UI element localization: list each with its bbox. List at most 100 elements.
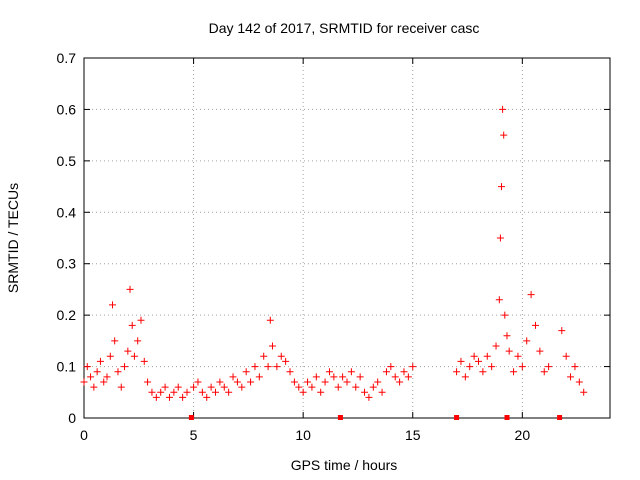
data-point (216, 378, 224, 386)
data-point (500, 131, 508, 139)
data-point (220, 383, 228, 391)
x-tick-label: 10 (295, 427, 311, 443)
data-point (571, 363, 579, 371)
data-point (161, 383, 169, 391)
data-point (290, 378, 298, 386)
data-point (251, 363, 259, 371)
data-point (286, 368, 294, 376)
data-point (90, 383, 98, 391)
data-point (179, 393, 187, 401)
data-point (106, 352, 114, 360)
data-point (470, 352, 478, 360)
data-point (325, 368, 333, 376)
data-point (152, 393, 160, 401)
data-point (518, 363, 526, 371)
data-point (378, 388, 386, 396)
x-axis-label: GPS time / hours (291, 457, 398, 473)
data-point (567, 373, 575, 381)
data-point (260, 352, 268, 360)
data-point (203, 393, 211, 401)
data-point (498, 183, 506, 191)
data-point (400, 368, 408, 376)
x-tick-label: 20 (515, 427, 531, 443)
data-point (382, 368, 390, 376)
data-point (330, 373, 338, 381)
data-point (343, 378, 351, 386)
data-point (242, 368, 250, 376)
data-point (137, 316, 145, 324)
data-point (334, 383, 342, 391)
data-point (409, 363, 417, 371)
data-point (183, 388, 191, 396)
data-point (466, 363, 474, 371)
data-point (198, 388, 206, 396)
data-point (194, 378, 202, 386)
data-point (312, 373, 320, 381)
data-points (80, 105, 588, 401)
data-point (369, 383, 377, 391)
y-tick-label: 0.7 (57, 50, 77, 66)
data-point (562, 352, 570, 360)
data-point (339, 373, 347, 381)
data-point (321, 378, 329, 386)
data-point (238, 383, 246, 391)
data-point (255, 373, 263, 381)
data-point (93, 368, 101, 376)
gap-marker (337, 415, 343, 420)
data-point (503, 332, 511, 340)
data-point (299, 388, 307, 396)
data-point (495, 296, 503, 304)
data-point (483, 352, 491, 360)
data-point (510, 368, 518, 376)
y-tick-label: 0.1 (57, 359, 77, 375)
data-point (268, 342, 276, 350)
data-point (356, 373, 364, 381)
y-tick-label: 0.6 (57, 101, 77, 117)
data-point (126, 285, 134, 293)
data-point (207, 383, 215, 391)
data-point (282, 357, 290, 365)
data-point (352, 383, 360, 391)
data-point (121, 363, 129, 371)
data-point (365, 393, 373, 401)
data-point (575, 378, 583, 386)
data-point (492, 342, 500, 350)
data-point (496, 234, 504, 242)
data-point (96, 357, 104, 365)
data-point (100, 378, 108, 386)
data-point (148, 388, 156, 396)
axis-ticks: 0 0.1 0.2 0.3 0.4 0.5 0.6 0.7 0 5 10 15 20 (57, 50, 610, 443)
data-point (264, 363, 272, 371)
data-point (144, 378, 152, 386)
data-point (527, 291, 535, 299)
gap-marker (454, 415, 460, 420)
data-point (479, 368, 487, 376)
data-point (308, 383, 316, 391)
data-point (108, 301, 116, 309)
data-point (128, 321, 136, 329)
data-point (396, 378, 404, 386)
data-point (387, 363, 395, 371)
x-tick-label: 5 (190, 427, 198, 443)
data-point (536, 347, 544, 355)
data-point (212, 388, 219, 396)
y-tick-label: 0.2 (57, 307, 77, 323)
y-tick-label: 0.5 (57, 153, 77, 169)
data-point (374, 378, 382, 386)
y-axis-label: SRMTID / TECUs (5, 183, 21, 293)
grid-lines (84, 58, 610, 418)
data-point (225, 388, 233, 396)
y-tick-label: 0.4 (57, 204, 77, 220)
data-point (391, 373, 399, 381)
data-point (488, 363, 496, 371)
gap-marker (557, 415, 563, 420)
data-point (475, 357, 482, 365)
data-point (499, 105, 507, 113)
y-tick-label: 0.3 (57, 256, 77, 272)
data-point (229, 373, 237, 381)
chart-title: Day 142 of 2017, SRMTID for receiver cas… (209, 20, 480, 36)
data-point (111, 337, 119, 345)
data-point (317, 388, 325, 396)
data-point (347, 368, 355, 376)
